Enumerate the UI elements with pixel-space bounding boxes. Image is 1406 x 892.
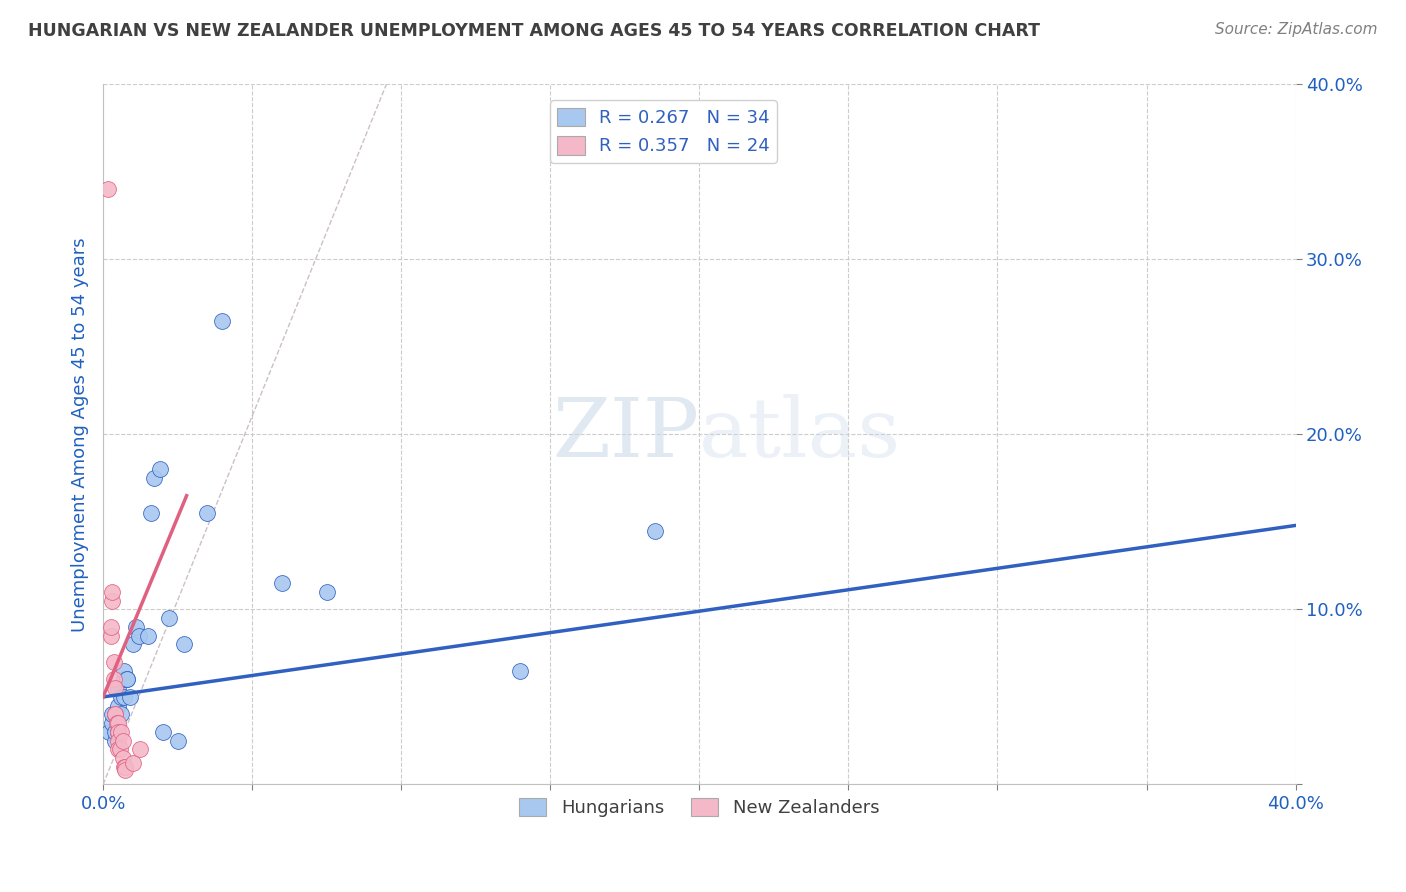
Point — [136, 629, 159, 643]
Point — [211, 314, 233, 328]
Point — [110, 725, 132, 739]
Point — [107, 681, 129, 696]
Point — [107, 725, 129, 739]
Point — [107, 742, 129, 756]
Point — [114, 764, 136, 778]
Point — [105, 716, 128, 731]
Point — [97, 182, 120, 196]
Point — [112, 760, 135, 774]
Point — [104, 725, 127, 739]
Point — [114, 760, 136, 774]
Point — [112, 673, 135, 687]
Point — [107, 716, 129, 731]
Point — [104, 707, 127, 722]
Point — [100, 620, 122, 634]
Point — [197, 506, 219, 520]
Point — [271, 576, 294, 591]
Point — [644, 524, 666, 538]
Point — [115, 673, 138, 687]
Point — [107, 698, 129, 713]
Legend: Hungarians, New Zealanders: Hungarians, New Zealanders — [512, 790, 887, 824]
Point — [139, 506, 162, 520]
Point — [108, 742, 131, 756]
Point — [104, 707, 127, 722]
Point — [103, 673, 125, 687]
Point — [107, 725, 129, 739]
Point — [129, 742, 152, 756]
Point — [112, 664, 135, 678]
Point — [110, 690, 132, 704]
Point — [98, 725, 121, 739]
Point — [157, 611, 180, 625]
Point — [315, 585, 337, 599]
Point — [509, 664, 531, 678]
Point — [104, 733, 127, 747]
Point — [107, 733, 129, 747]
Point — [149, 462, 172, 476]
Point — [152, 725, 174, 739]
Point — [111, 751, 134, 765]
Point — [104, 707, 127, 722]
Point — [110, 707, 132, 722]
Point — [101, 716, 124, 731]
Point — [101, 593, 124, 607]
Point — [101, 707, 124, 722]
Text: HUNGARIAN VS NEW ZEALANDER UNEMPLOYMENT AMONG AGES 45 TO 54 YEARS CORRELATION CH: HUNGARIAN VS NEW ZEALANDER UNEMPLOYMENT … — [28, 22, 1040, 40]
Point — [118, 690, 141, 704]
Point — [104, 681, 127, 696]
Point — [128, 629, 150, 643]
Text: Source: ZipAtlas.com: Source: ZipAtlas.com — [1215, 22, 1378, 37]
Point — [125, 620, 148, 634]
Point — [112, 690, 135, 704]
Point — [101, 585, 124, 599]
Y-axis label: Unemployment Among Ages 45 to 54 years: Unemployment Among Ages 45 to 54 years — [72, 237, 89, 632]
Point — [122, 756, 145, 771]
Point — [100, 629, 122, 643]
Point — [142, 471, 165, 485]
Point — [111, 733, 134, 747]
Point — [173, 637, 195, 651]
Point — [122, 637, 145, 651]
Text: ZIP: ZIP — [553, 394, 699, 475]
Point — [115, 673, 138, 687]
Point — [166, 733, 188, 747]
Point — [103, 655, 125, 669]
Text: atlas: atlas — [699, 394, 901, 475]
